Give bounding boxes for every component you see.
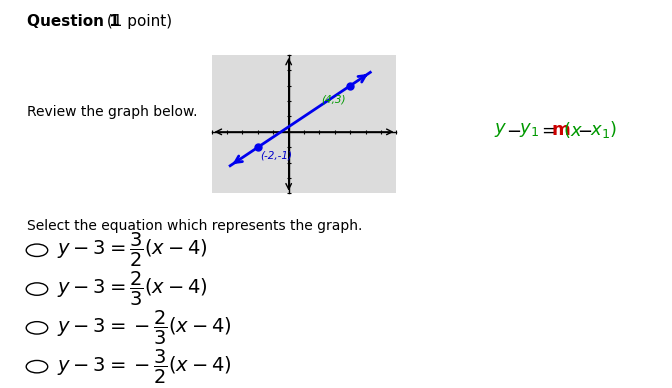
Text: $\mathit{x}_1)$: $\mathit{x}_1)$	[590, 120, 617, 140]
Text: $-$: $-$	[506, 121, 521, 139]
Text: $-$: $-$	[577, 121, 592, 139]
Text: $=$: $=$	[538, 121, 556, 139]
Text: Question 1: Question 1	[27, 14, 120, 29]
Text: $\mathit{y}$: $\mathit{y}$	[494, 121, 507, 139]
Text: $y - 3 = -\dfrac{2}{3}(x - 4)$: $y - 3 = -\dfrac{2}{3}(x - 4)$	[57, 309, 232, 347]
Text: $y - 3 = -\dfrac{3}{2}(x - 4)$: $y - 3 = -\dfrac{3}{2}(x - 4)$	[57, 348, 232, 386]
Text: Review the graph below.: Review the graph below.	[27, 105, 198, 119]
Text: $y - 3 = \dfrac{3}{2}(x - 4)$: $y - 3 = \dfrac{3}{2}(x - 4)$	[57, 231, 208, 269]
Text: Select the equation which represents the graph.: Select the equation which represents the…	[27, 219, 362, 233]
Text: $\mathbf{m}$: $\mathbf{m}$	[551, 121, 571, 139]
Text: (1 point): (1 point)	[102, 14, 172, 29]
Text: $y - 3 = \dfrac{2}{3}(x - 4)$: $y - 3 = \dfrac{2}{3}(x - 4)$	[57, 270, 208, 308]
Text: (-2,-1): (-2,-1)	[260, 150, 292, 160]
Text: $\mathit{y}_1$: $\mathit{y}_1$	[519, 121, 540, 139]
Text: (4,3): (4,3)	[321, 95, 345, 105]
Text: $(\mathit{x}$: $(\mathit{x}$	[563, 120, 583, 140]
